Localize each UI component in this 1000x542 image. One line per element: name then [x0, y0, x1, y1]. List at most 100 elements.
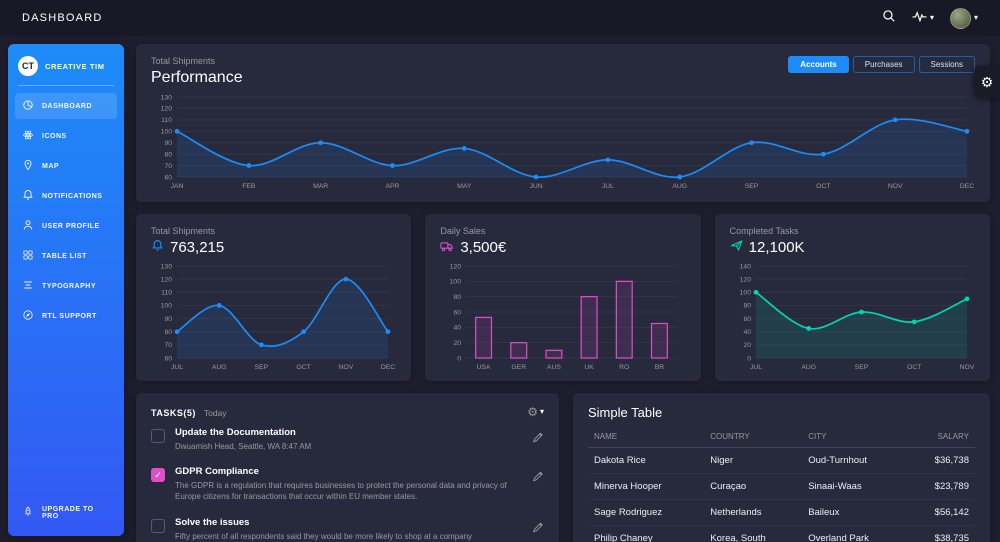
tasks-title: TASKS(5): [151, 408, 196, 418]
svg-text:UK: UK: [585, 364, 595, 371]
search-button[interactable]: [882, 9, 896, 28]
svg-text:100: 100: [450, 279, 462, 286]
task-checkbox[interactable]: ✓: [151, 468, 165, 483]
cell-name: Sage Rodriguez: [588, 499, 705, 526]
send-icon: [730, 239, 743, 256]
task-checkbox[interactable]: ✓: [151, 429, 165, 443]
svg-text:100: 100: [161, 129, 173, 136]
sidebar-item-typography[interactable]: TYPOGRAPHY: [15, 273, 117, 299]
stats-row: Total Shipments 763,215 130 120 110 100 90 80…: [136, 214, 990, 381]
performance-card: Total Shipments Performance Accounts Pur…: [136, 44, 990, 202]
tab-purchases[interactable]: Purchases: [852, 56, 915, 73]
sidebar-item-icons[interactable]: ICONS: [15, 123, 117, 149]
tasks-subtitle: Today: [203, 408, 227, 418]
stat-subtitle: Total Shipments: [151, 226, 216, 236]
svg-text:0: 0: [458, 355, 462, 362]
svg-text:OCT: OCT: [907, 364, 921, 371]
svg-text:90: 90: [164, 140, 172, 147]
cell-salary: $36,738: [907, 447, 975, 474]
svg-text:BR: BR: [655, 364, 665, 371]
svg-text:MAY: MAY: [457, 183, 472, 190]
task-row: ✓ Solve the issues Fifty percent of all …: [151, 509, 544, 542]
atom-icon: [22, 129, 34, 143]
edit-task-button[interactable]: [532, 469, 544, 487]
svg-text:100: 100: [739, 290, 751, 297]
upgrade-label: UPGRADE TO PRO: [42, 506, 94, 520]
cell-country: Korea, South: [704, 525, 803, 542]
completed-tasks-card: Completed Tasks 12,100K 140 120 100 80 60 40 2…: [714, 214, 990, 381]
gear-icon: ⚙: [980, 73, 994, 90]
svg-text:DEC: DEC: [381, 364, 395, 371]
svg-text:SEP: SEP: [255, 364, 269, 371]
pie-chart-icon: [22, 99, 34, 113]
task-checkbox[interactable]: ✓: [151, 518, 165, 533]
table-row: Minerva Hooper Curaçao Sinaai-Waas $23,7…: [588, 473, 975, 500]
sidebar-item-user-profile[interactable]: USER PROFILE: [15, 213, 117, 239]
upgrade-to-pro-button[interactable]: UPGRADE TO PRO: [15, 500, 117, 526]
svg-text:80: 80: [164, 329, 172, 336]
bell-icon: [22, 189, 34, 203]
user-menu-button[interactable]: ▾: [949, 7, 978, 29]
top-navbar: DASHBOARD ▾ ▾: [0, 0, 1000, 36]
svg-text:JUL: JUL: [602, 183, 614, 190]
svg-text:110: 110: [161, 290, 172, 297]
svg-text:NOV: NOV: [888, 183, 903, 190]
svg-text:AUG: AUG: [672, 183, 687, 190]
sidebar-item-label: DASHBOARD: [42, 102, 92, 110]
bell-icon: [151, 239, 164, 256]
edit-task-button[interactable]: [532, 430, 544, 448]
total-shipments-card: Total Shipments 763,215 130 120 110 100 90 80…: [136, 214, 412, 381]
settings-gear-button[interactable]: ⚙: [974, 66, 1000, 98]
svg-text:70: 70: [164, 163, 172, 170]
simple-table: NAME COUNTRY CITY SALARY Dakota Rice Nig…: [588, 426, 975, 542]
chevron-down-icon: ▾: [973, 13, 978, 22]
tab-accounts[interactable]: Accounts: [788, 56, 849, 73]
table-row: Philip Chaney Korea, South Overland Park…: [588, 525, 975, 542]
table-row: Sage Rodriguez Netherlands Baileux $56,1…: [588, 499, 975, 526]
svg-text:SEP: SEP: [854, 364, 868, 371]
brand[interactable]: CT CREATIVE TIM: [8, 52, 124, 85]
table-row: Dakota Rice Niger Oud-Turnhout $36,738: [588, 447, 975, 474]
svg-text:20: 20: [743, 342, 751, 349]
stat-value: 12,100K: [748, 239, 805, 256]
performance-title: Performance: [151, 69, 243, 86]
sidebar-item-dashboard[interactable]: DASHBOARD: [15, 93, 117, 119]
tab-sessions[interactable]: Sessions: [918, 56, 975, 73]
brand-name: CREATIVE TIM: [45, 61, 105, 71]
sidebar-item-label: MAP: [42, 162, 60, 170]
svg-text:130: 130: [161, 263, 173, 270]
svg-text:80: 80: [454, 294, 462, 301]
svg-text:60: 60: [164, 174, 172, 181]
task-desc: Fifty percent of all respondents said th…: [175, 531, 473, 541]
svg-text:60: 60: [454, 309, 462, 316]
edit-task-button[interactable]: [532, 520, 544, 538]
chevron-down-icon: ▾: [539, 407, 544, 416]
simple-table-card: Simple Table NAME COUNTRY CITY SALARY Da…: [573, 393, 990, 542]
notifications-dropdown-button[interactable]: ▾: [912, 9, 934, 27]
sidebar-item-map[interactable]: MAP: [15, 153, 117, 179]
cell-city: Sinaai-Waas: [802, 473, 908, 500]
sidebar-item-rtl-support[interactable]: RTL SUPPORT: [15, 303, 117, 329]
svg-text:JUL: JUL: [750, 364, 762, 371]
svg-text:60: 60: [743, 316, 751, 323]
task-row: ✓ Update the Documentation Dwuamish Head…: [151, 419, 544, 458]
sidebar-item-notifications[interactable]: NOTIFICATIONS: [15, 183, 117, 209]
sidebar-menu: DASHBOARD ICONS MAP NOTIFICATIONS USER P…: [8, 93, 124, 329]
stat-value: 763,215: [170, 239, 225, 256]
cell-name: Dakota Rice: [588, 447, 705, 474]
svg-text:AUS: AUS: [547, 364, 561, 371]
performance-tab-group: Accounts Purchases Sessions: [788, 56, 975, 73]
svg-text:140: 140: [739, 263, 751, 270]
cell-city: Oud-Turnhout: [802, 447, 908, 474]
sidebar-item-table-list[interactable]: TABLE LIST: [15, 243, 117, 269]
stat-value: 3,500€: [460, 239, 507, 256]
svg-text:AUG: AUG: [801, 364, 816, 371]
performance-line-chart: 130 120 110 100 90 80 70 60 JAN FEB MAR APR MAY JUN JU…: [151, 91, 975, 191]
svg-text:80: 80: [164, 151, 172, 158]
tasks-settings-dropdown-button[interactable]: ⚙ ▾: [527, 405, 544, 419]
pin-icon: [22, 159, 34, 173]
sidebar-item-label: TYPOGRAPHY: [42, 282, 97, 290]
bottom-row: TASKS(5) Today ⚙▾ ✓ Update the Documenta…: [136, 393, 990, 542]
cell-city: Baileux: [802, 499, 908, 526]
svg-text:60: 60: [164, 355, 172, 362]
